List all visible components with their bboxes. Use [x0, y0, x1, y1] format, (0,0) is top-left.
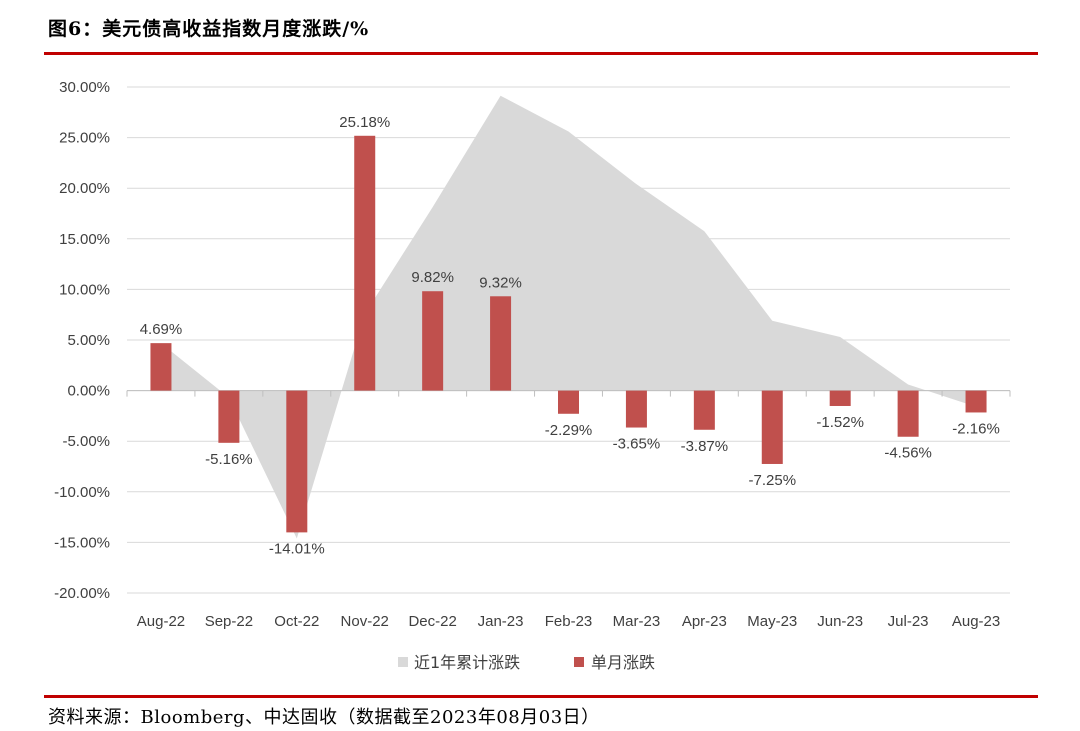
y-tick-label: 25.00% [59, 130, 110, 147]
data-label-Apr-23: -3.87% [681, 438, 729, 455]
x-tick-label: Jul-23 [888, 613, 929, 630]
data-label-Jan-23: 9.32% [479, 274, 522, 291]
data-label-Mar-23: -3.65% [613, 436, 661, 453]
bar-Aug-22 [150, 343, 172, 391]
data-label-Jun-23: -1.52% [816, 414, 864, 431]
legend-swatch-bar [574, 657, 584, 667]
x-tick-label: Apr-23 [682, 613, 727, 630]
data-label-Aug-23: -2.16% [952, 420, 1000, 437]
data-label-Dec-22: 9.82% [411, 269, 454, 286]
top-rule [44, 52, 1038, 55]
data-label-Jul-23: -4.56% [884, 445, 932, 462]
x-tick-label: Mar-23 [613, 613, 661, 630]
bar-Oct-22 [286, 390, 308, 533]
legend-label-bar: 单月涨跌 [591, 653, 655, 672]
legend-swatch-area [398, 657, 408, 667]
y-tick-label: 15.00% [59, 231, 110, 248]
bar-Jan-23 [490, 296, 512, 391]
data-label-Aug-22: 4.69% [140, 321, 183, 338]
y-tick-label: 10.00% [59, 281, 110, 298]
data-label-Oct-22: -14.01% [269, 540, 325, 557]
bar-Mar-23 [625, 390, 647, 428]
x-tick-label: Jun-23 [817, 613, 863, 630]
y-tick-label: -15.00% [54, 534, 110, 551]
area-series-cumulative [160, 95, 977, 539]
bar-Apr-23 [693, 390, 715, 430]
y-tick-label: -10.00% [54, 484, 110, 501]
y-tick-label: 20.00% [59, 180, 110, 197]
chart-title: 图6：美元债高收益指数月度涨跌/% [48, 18, 370, 40]
y-tick-label: 0.00% [67, 383, 110, 400]
bar-Sep-22 [218, 390, 240, 443]
bar-Jun-23 [829, 390, 851, 406]
data-label-Feb-23: -2.29% [545, 422, 593, 439]
data-label-Nov-22: 25.18% [339, 114, 390, 131]
bar-Nov-22 [354, 135, 376, 391]
y-tick-label: -5.00% [62, 433, 110, 450]
y-tick-label: -20.00% [54, 585, 110, 602]
data-label-Sep-22: -5.16% [205, 451, 253, 468]
data-label-May-23: -7.25% [749, 472, 797, 489]
bar-May-23 [761, 390, 783, 464]
y-tick-label: 30.00% [59, 79, 110, 96]
bar-Feb-23 [558, 390, 579, 414]
bar-Dec-22 [422, 291, 444, 391]
source-note: 资料来源：Bloomberg、中达固收（数据截至2023年08月03日） [48, 707, 600, 728]
y-tick-label: 5.00% [67, 332, 110, 349]
x-tick-label: May-23 [747, 613, 797, 630]
bar-Aug-23 [965, 390, 987, 413]
x-tick-label: Sep-22 [205, 613, 253, 630]
x-tick-label: Aug-22 [137, 613, 185, 630]
x-tick-label: Oct-22 [274, 613, 319, 630]
legend-label-area: 近1年累计涨跌 [414, 653, 520, 672]
bar-Jul-23 [897, 390, 919, 437]
x-tick-label: Jan-23 [478, 613, 524, 630]
x-tick-label: Dec-22 [408, 613, 456, 630]
x-tick-label: Feb-23 [545, 613, 593, 630]
x-tick-label: Nov-22 [341, 613, 389, 630]
bottom-rule [44, 695, 1038, 698]
x-tick-label: Aug-23 [952, 613, 1000, 630]
